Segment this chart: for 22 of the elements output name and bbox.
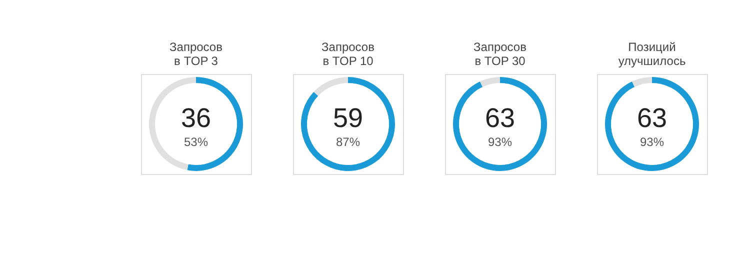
text: 59 xyxy=(332,103,364,133)
donut-slice xyxy=(480,77,500,87)
donut-slice xyxy=(632,77,652,87)
donut-slice xyxy=(605,77,699,171)
text: Позиций xyxy=(628,40,676,54)
text: в TOP 30 xyxy=(474,54,526,68)
donut-slice xyxy=(301,77,395,171)
text: 63 xyxy=(484,103,516,133)
text: в TOP 3 xyxy=(174,54,218,68)
text: улучшилось xyxy=(618,54,686,68)
text: 93% xyxy=(640,135,664,149)
text: в TOP 10 xyxy=(322,54,374,68)
text: 93% xyxy=(488,135,512,149)
text: 36 xyxy=(180,103,212,133)
text: Запросов xyxy=(170,40,222,54)
text: Запросов xyxy=(322,40,374,54)
text: 87% xyxy=(336,135,360,149)
text: 63 xyxy=(636,103,668,133)
donut-slice xyxy=(314,77,348,96)
donut-slice xyxy=(453,77,547,171)
text: 53% xyxy=(184,135,208,149)
text: Запросов xyxy=(474,40,526,54)
